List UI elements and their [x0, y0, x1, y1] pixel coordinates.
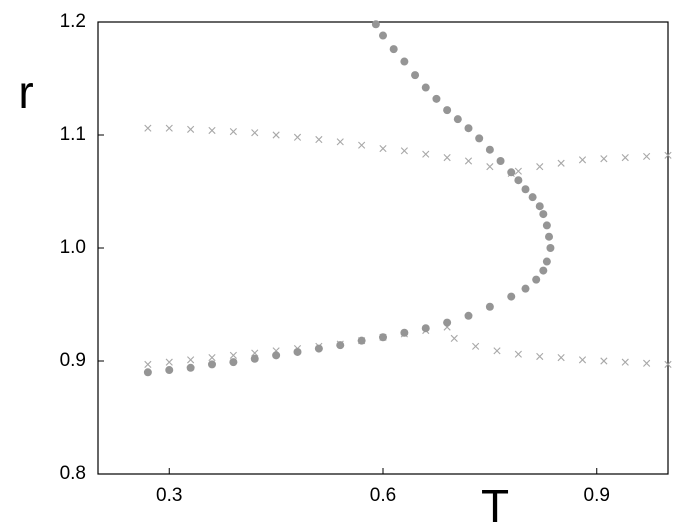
dot-point: [272, 351, 281, 360]
y-axis-label: r: [18, 66, 33, 118]
cross-point: [664, 360, 672, 368]
dot-point: [507, 292, 516, 301]
dot-point: [485, 145, 494, 154]
cross-point: [450, 334, 458, 342]
dot-point: [521, 185, 530, 194]
cross-point: [165, 124, 173, 132]
x-tick-label: 0.3: [156, 485, 182, 506]
dot-point: [485, 302, 494, 311]
x-tick-label: 0.6: [370, 485, 396, 506]
dot-point: [379, 31, 387, 40]
dot-point: [528, 193, 537, 202]
cross-point: [557, 159, 565, 167]
cross-point: [379, 144, 387, 153]
cross-point: [251, 349, 259, 357]
dot-point: [453, 115, 462, 124]
dot-point: [165, 366, 174, 375]
x-axis-label: T: [481, 480, 509, 531]
dot-point: [250, 354, 259, 363]
dot-point: [542, 257, 551, 266]
dot-point: [539, 210, 548, 219]
cross-point: [144, 360, 152, 368]
cross-point: [557, 354, 565, 362]
dot-point: [532, 275, 541, 284]
cross-point: [400, 147, 408, 155]
dot-point: [186, 363, 195, 372]
dot-point: [314, 344, 323, 353]
cross-point: [443, 154, 451, 162]
dot-point: [411, 71, 420, 80]
cross-point: [251, 129, 259, 137]
dot-point: [421, 324, 430, 333]
dot-point: [143, 368, 152, 377]
dot-point: [208, 360, 216, 369]
dot-point: [229, 358, 238, 367]
cross-point: [336, 138, 344, 146]
cross-point: [464, 157, 473, 165]
dot-point: [464, 124, 473, 133]
dot-point: [507, 168, 516, 177]
dot-point: [546, 244, 555, 252]
cross-point: [229, 128, 237, 136]
cross-point: [600, 155, 608, 163]
cross-point: [422, 150, 430, 158]
cross-point: [486, 163, 494, 171]
dot-point: [293, 347, 302, 356]
dot-point: [514, 176, 523, 185]
cross-point: [621, 358, 629, 366]
dot-point: [475, 134, 484, 143]
y-tick-label: 1.2: [60, 11, 86, 32]
cross-point: [621, 154, 629, 162]
dot-point: [539, 266, 548, 275]
cross-point: [144, 124, 152, 132]
dot-point: [357, 336, 366, 345]
cross-point: [272, 131, 280, 139]
x-tick-label: 0.9: [584, 485, 610, 506]
dot-point: [464, 311, 473, 320]
dot-point: [443, 318, 452, 327]
cross-point: [578, 356, 587, 364]
y-tick-label: 0.8: [60, 463, 86, 484]
y-tick-label: 0.9: [60, 350, 86, 371]
dot-point: [545, 232, 554, 241]
cross-point: [208, 126, 216, 135]
cross-point: [514, 350, 522, 358]
cross-point: [600, 357, 608, 365]
dot-point: [542, 221, 551, 230]
plot-frame: [97, 21, 669, 475]
dot-point: [521, 284, 530, 293]
cross-point: [187, 356, 195, 364]
cross-point: [493, 347, 501, 355]
dot-point: [535, 202, 544, 211]
cross-point: [165, 358, 173, 366]
cross-point: [358, 141, 366, 149]
dot-point: [389, 45, 398, 54]
dot-point: [421, 83, 430, 92]
dot-point: [400, 57, 409, 66]
cross-point: [187, 125, 195, 133]
cross-point: [315, 135, 323, 144]
cross-point: [536, 163, 544, 171]
y-tick-label: 1.1: [60, 124, 86, 145]
dot-point: [496, 156, 505, 165]
cross-point: [514, 167, 522, 175]
cross-point: [229, 351, 237, 359]
cross-point: [208, 354, 216, 362]
dot-point: [432, 94, 441, 103]
dot-point: [400, 328, 409, 337]
dot-point: [443, 106, 452, 115]
cross-point: [536, 352, 544, 361]
dot-point: [371, 20, 380, 29]
cross-point: [643, 152, 651, 161]
cross-point: [578, 156, 587, 164]
cross-point: [293, 133, 302, 141]
cross-point: [664, 151, 672, 159]
dot-point: [379, 333, 387, 342]
dot-point: [336, 341, 345, 350]
cross-point: [643, 359, 651, 367]
cross-point: [472, 342, 480, 350]
y-tick-label: 1.0: [60, 237, 86, 258]
